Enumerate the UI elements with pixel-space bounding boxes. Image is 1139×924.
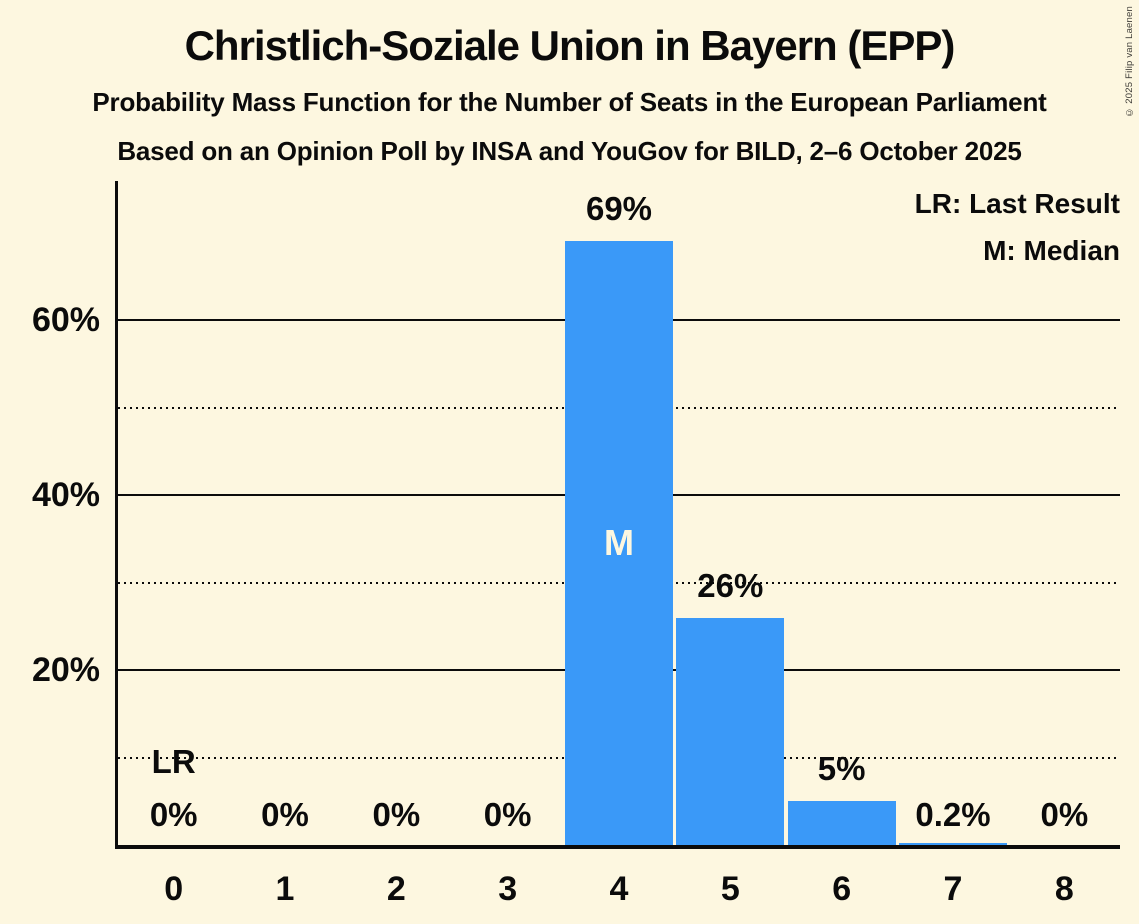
y-axis-label-20pct: 20% <box>31 651 100 689</box>
copyright-note: © 2025 Filip van Laenen <box>1124 6 1135 118</box>
x-axis-label-seat-6: 6 <box>832 870 852 908</box>
x-axis-label-seat-0: 0 <box>164 870 184 908</box>
y-axis-line <box>115 181 118 849</box>
bar-value-label-seat-2: 0% <box>372 796 421 833</box>
bar-seat-4 <box>564 241 674 845</box>
x-axis-label-seat-3: 3 <box>498 870 518 908</box>
x-axis-line <box>115 845 1120 849</box>
y-axis-label-60pct: 60% <box>31 301 100 339</box>
bar-value-label-seat-0: 0% <box>149 796 198 833</box>
legend-last-result: LR: Last Result <box>914 188 1120 219</box>
x-axis-label-seat-7: 7 <box>943 870 963 908</box>
last-result-marker: LR <box>151 743 196 780</box>
bar-value-label-seat-8: 0% <box>1040 796 1089 833</box>
x-axis-label-seat-1: 1 <box>275 870 295 908</box>
chart-subtitle-poll: Based on an Opinion Poll by INSA and You… <box>117 136 1022 166</box>
x-axis-label-seat-4: 4 <box>609 870 629 908</box>
bar-value-label-seat-5: 26% <box>697 566 764 604</box>
chart-subtitle-function: Probability Mass Function for the Number… <box>92 87 1047 117</box>
bar-value-label-seat-4: 69% <box>585 190 653 228</box>
x-axis-label-seat-2: 2 <box>386 870 406 908</box>
bar-value-label-seat-7: 0.2% <box>915 796 991 833</box>
bar-value-label-seat-6: 5% <box>817 750 866 788</box>
bar-value-label-seat-3: 0% <box>483 796 532 833</box>
plot-area: 0% 0% 0% 0% 69% 26% 5% 0.2% 0% LR M <box>118 181 1120 845</box>
legend: LR: Last Result M: Median <box>915 180 1120 274</box>
bar-seat-7 <box>898 843 1008 845</box>
chart-title: Christlich-Soziale Union in Bayern (EPP) <box>184 22 956 69</box>
x-axis-label-seat-5: 5 <box>720 870 740 908</box>
legend-median: M: Median <box>983 235 1120 266</box>
bar-seat-6 <box>787 801 896 845</box>
y-axis-label-40pct: 40% <box>31 476 100 514</box>
x-axis-label-seat-8: 8 <box>1054 870 1074 908</box>
median-marker: M <box>604 522 634 564</box>
bar-seat-5 <box>676 617 785 845</box>
bar-value-label-seat-1: 0% <box>261 796 309 833</box>
